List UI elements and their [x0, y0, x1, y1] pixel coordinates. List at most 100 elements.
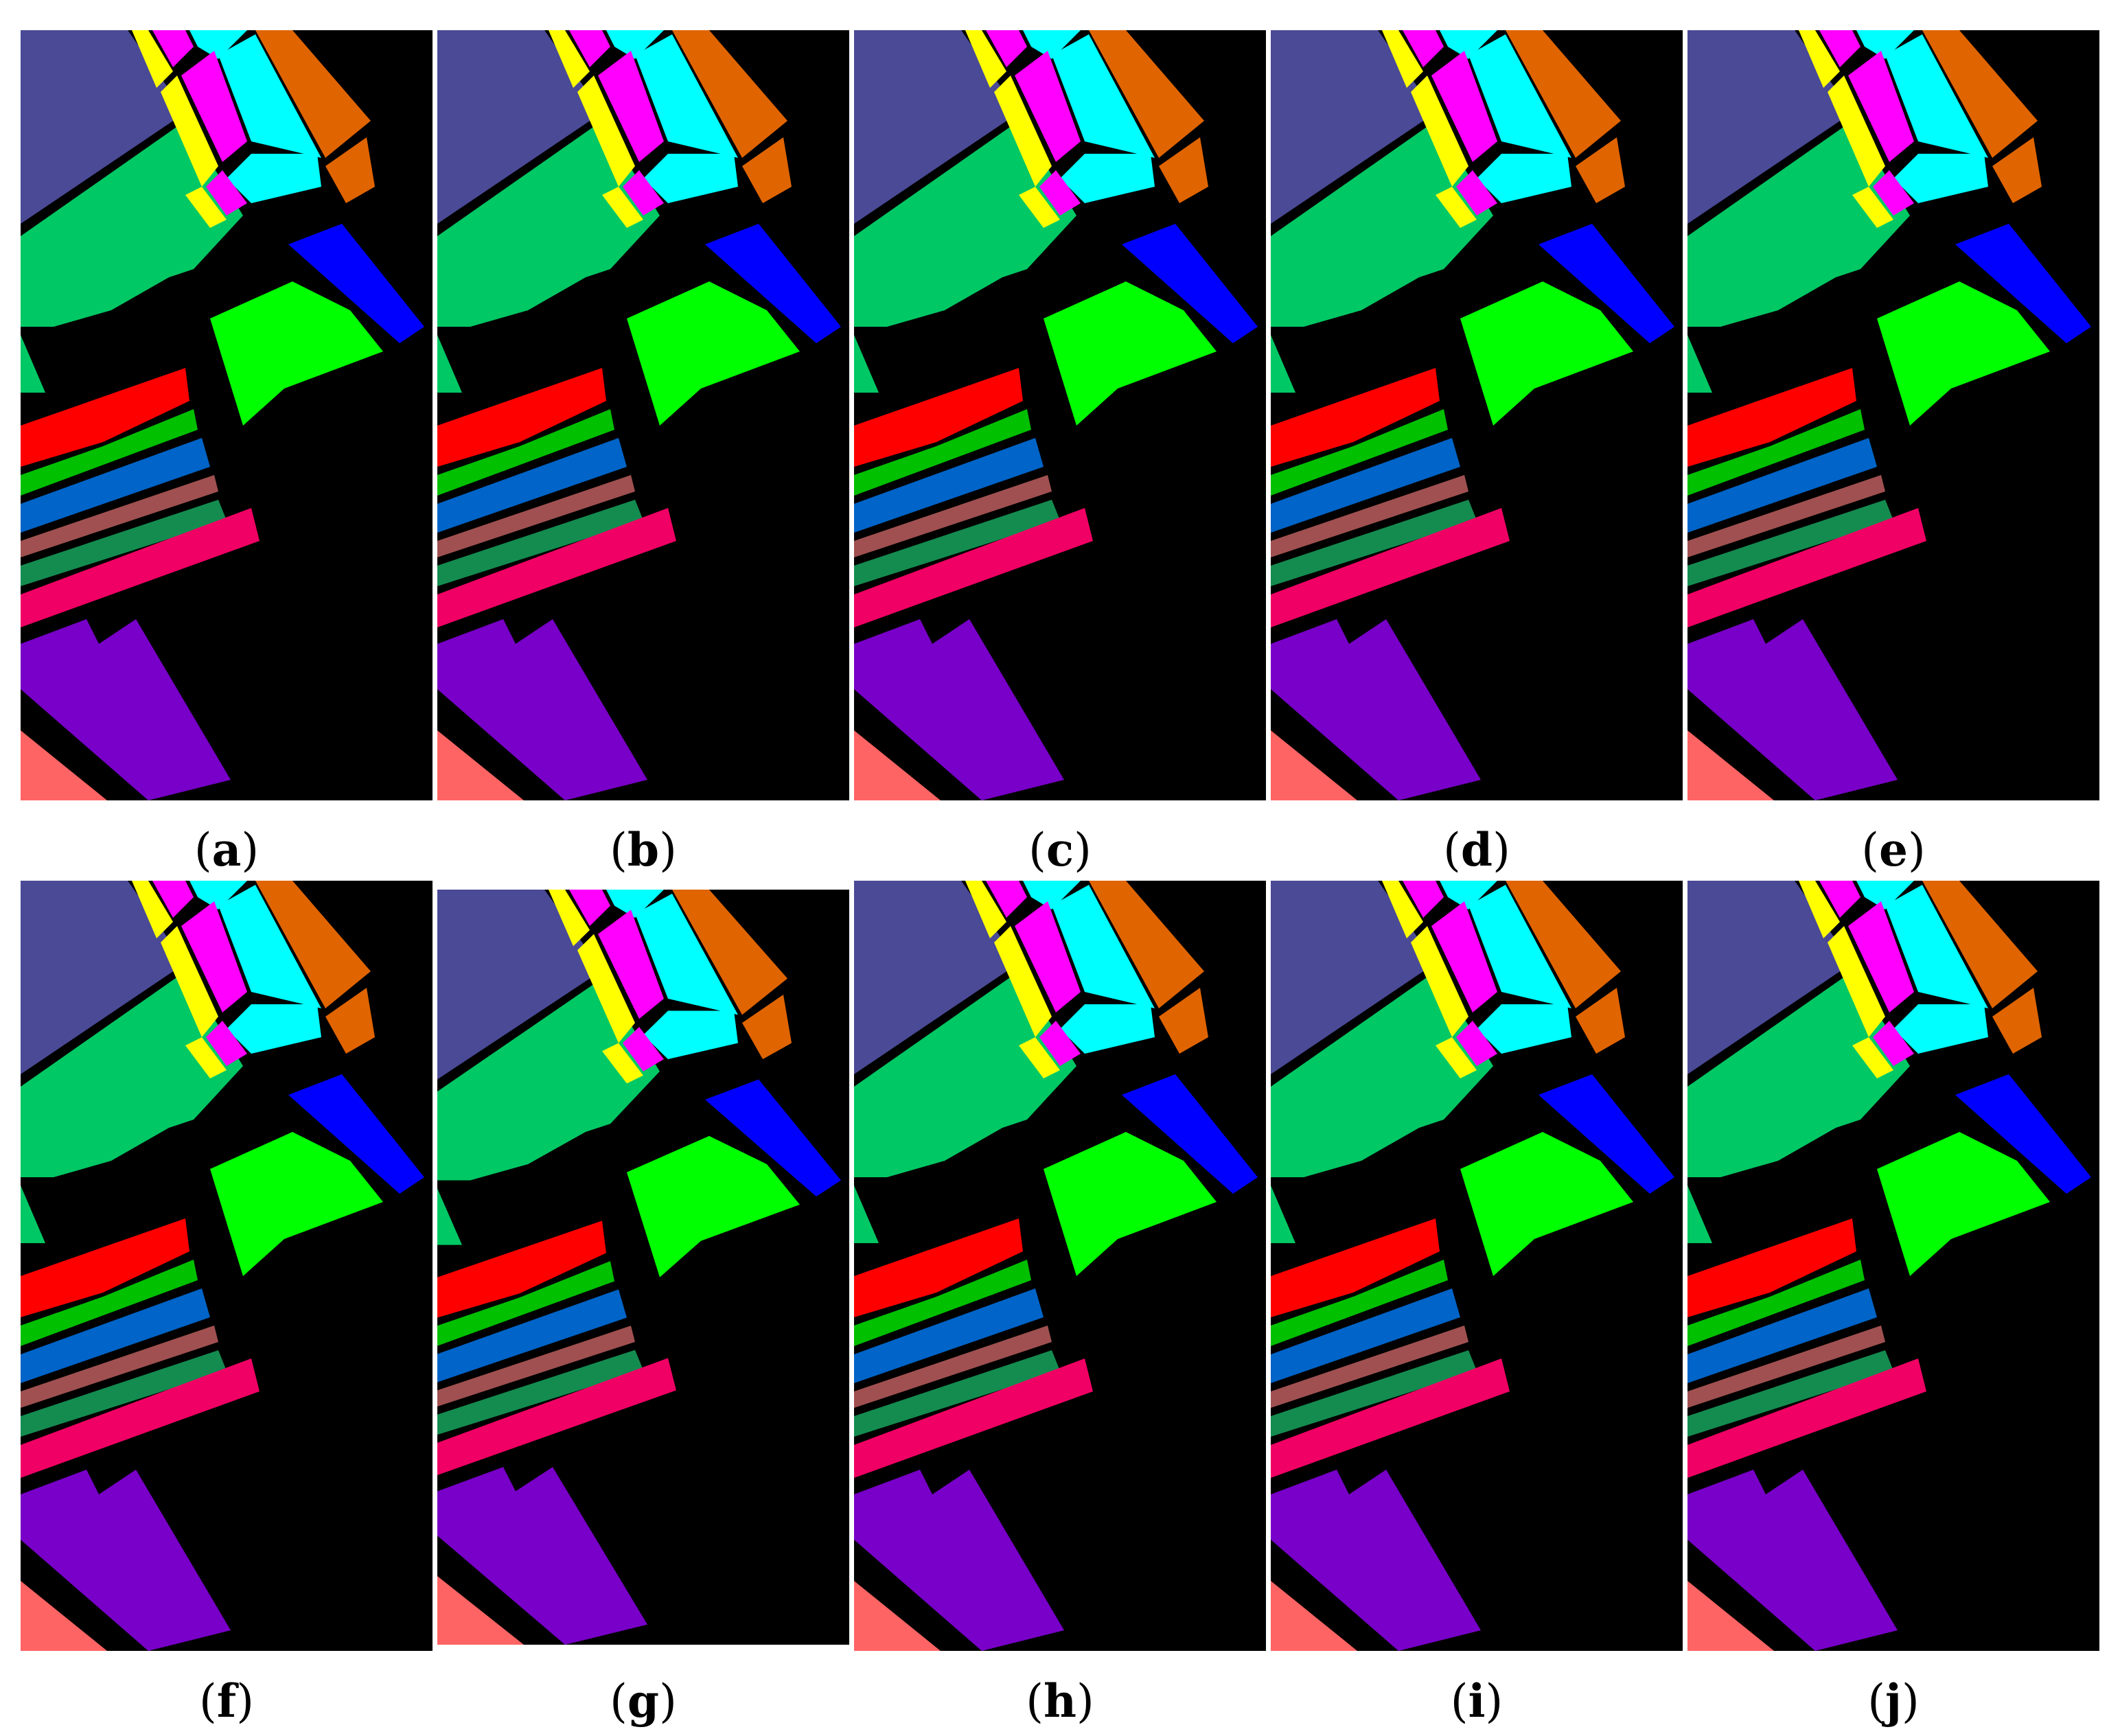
field-lime	[627, 1135, 800, 1277]
field-cyan	[1856, 30, 1914, 59]
field-yellow	[1382, 30, 1423, 88]
field-cyan	[1477, 154, 1571, 203]
field-magenta	[1039, 170, 1081, 216]
field-red	[1687, 368, 1856, 467]
field-yellow	[161, 76, 218, 187]
field-magenta	[1456, 1021, 1497, 1066]
field-grass	[1271, 1260, 1448, 1346]
field-mid_blue	[21, 438, 210, 533]
field-crimson	[1271, 508, 1510, 627]
field-magenta	[1015, 901, 1081, 1012]
field-orange	[325, 137, 375, 203]
field-blue	[705, 224, 841, 343]
field-magenta	[1403, 881, 1444, 918]
field-red	[1271, 1218, 1440, 1317]
field-red	[437, 368, 606, 467]
field-cyan	[606, 30, 664, 59]
field-orange	[1089, 881, 1204, 1008]
field-yellow	[1828, 76, 1885, 187]
field-cyan	[1060, 1004, 1155, 1054]
field-yellow	[1852, 1037, 1893, 1078]
field-lime	[1460, 1132, 1633, 1276]
field-grass	[854, 1260, 1031, 1346]
field-orange	[1089, 30, 1204, 158]
field-green	[437, 1188, 462, 1245]
field-yellow	[965, 30, 1006, 88]
field-sea_green	[437, 500, 643, 586]
field-salmon	[854, 1581, 941, 1651]
field-salmon	[21, 1581, 107, 1651]
field-yellow	[994, 926, 1052, 1037]
field-orange	[255, 881, 371, 1008]
field-yellow	[185, 1037, 227, 1078]
field-blue	[1539, 1074, 1674, 1194]
field-sea_green	[21, 1350, 227, 1437]
field-grass	[1271, 409, 1448, 496]
field-yellow	[1436, 187, 1477, 228]
field-magenta	[1848, 51, 1914, 162]
field-red	[1271, 368, 1440, 467]
field-cyan	[1060, 154, 1155, 203]
caption-c: (c)	[1028, 823, 1092, 877]
field-violet	[1271, 619, 1481, 800]
field-magenta	[623, 170, 664, 216]
field-sea_green	[1687, 1350, 1893, 1437]
field-red	[437, 1220, 606, 1318]
field-cyan	[643, 1010, 738, 1060]
field-yellow	[161, 926, 218, 1037]
field-magenta	[598, 51, 664, 162]
field-lime	[1877, 1132, 2050, 1276]
field-green	[854, 971, 1076, 1177]
field-magenta	[623, 1027, 664, 1072]
panel-d	[1271, 30, 1683, 800]
field-orange	[1992, 988, 2042, 1054]
field-lime	[1044, 1132, 1217, 1276]
field-crimson	[854, 1358, 1093, 1478]
caption-h: (h)	[1026, 1674, 1094, 1728]
field-cyan	[1893, 1004, 1988, 1054]
field-lime	[627, 281, 800, 426]
field-yellow	[185, 187, 227, 228]
field-green	[21, 1185, 45, 1243]
field-yellow	[1382, 881, 1423, 938]
panel-h	[854, 881, 1266, 1651]
field-crimson	[854, 508, 1093, 627]
field-violet	[437, 619, 647, 800]
field-yellow	[132, 881, 173, 938]
panel-g	[437, 890, 849, 1645]
field-crimson	[1687, 1358, 1926, 1478]
field-cyan	[1468, 34, 1571, 158]
classification-map-g	[437, 890, 841, 1645]
field-red	[21, 368, 189, 467]
field-sea_green	[1687, 500, 1893, 586]
field-sea_green	[1271, 1350, 1477, 1437]
field-sea_green	[1271, 500, 1477, 586]
field-crimson	[1687, 508, 1926, 627]
field-mid_blue	[1271, 1288, 1460, 1383]
field-magenta	[152, 881, 194, 918]
classification-map-e	[1687, 30, 2091, 800]
field-yellow	[132, 30, 173, 88]
caption-f: (f)	[199, 1674, 254, 1728]
field-crimson	[437, 508, 676, 627]
field-lime	[1877, 281, 2050, 426]
field-salmon	[1271, 730, 1357, 800]
field-magenta	[1431, 901, 1497, 1012]
field-mid_blue	[1271, 438, 1460, 533]
classification-map-j	[1687, 881, 2091, 1651]
field-yellow	[1799, 881, 1840, 938]
field-crimson	[437, 1358, 676, 1475]
field-magenta	[1848, 901, 1914, 1012]
field-sea_green	[21, 500, 227, 586]
field-green	[21, 335, 45, 393]
field-sea_green	[437, 1350, 643, 1435]
field-magenta	[1431, 51, 1497, 162]
field-blue	[1122, 1074, 1258, 1194]
field-lime	[1460, 281, 1633, 426]
field-green	[437, 978, 660, 1181]
field-mid_blue	[1687, 438, 1877, 533]
field-cyan	[1023, 30, 1081, 59]
field-orange	[742, 137, 792, 203]
field-cyan	[1468, 885, 1571, 1008]
field-salmon	[21, 730, 107, 800]
